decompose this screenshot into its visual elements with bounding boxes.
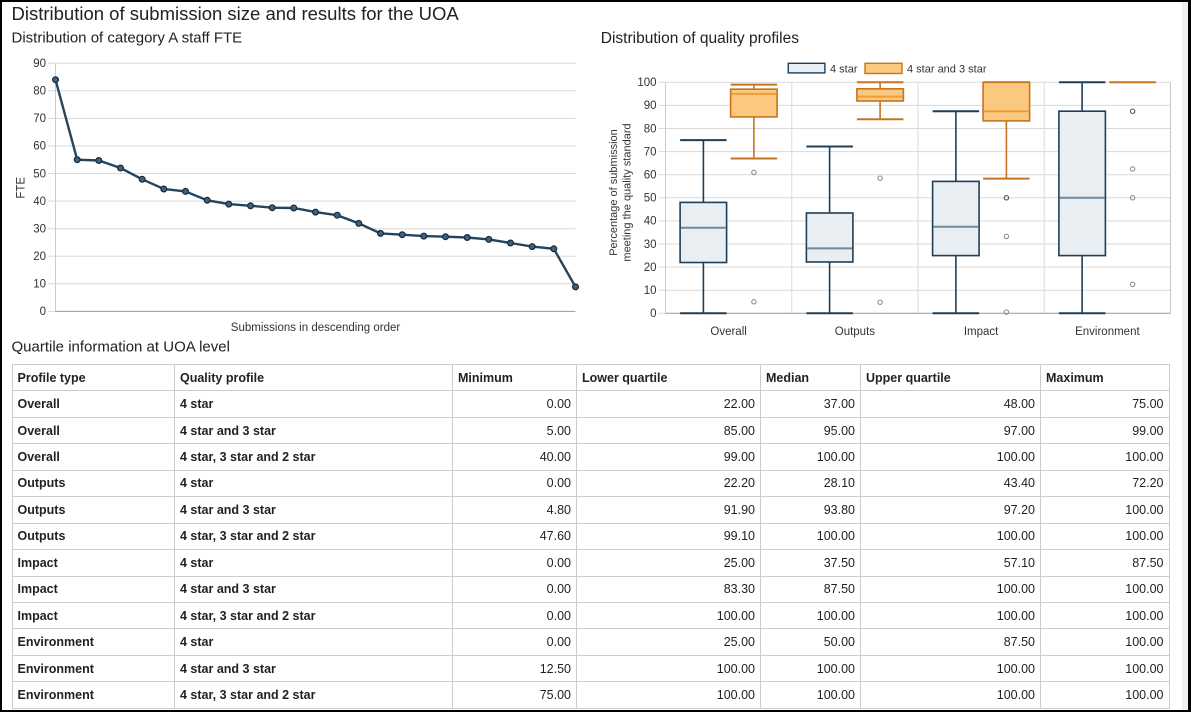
svg-text:100: 100 [637,77,656,89]
svg-text:10: 10 [33,279,46,291]
svg-text:Distribution of category A sta: Distribution of category A staff FTE [12,30,243,47]
svg-text:Percentage of submission: Percentage of submission [608,129,620,256]
svg-text:0: 0 [650,308,656,320]
svg-text:4 star: 4 star [830,63,858,75]
svg-text:60: 60 [644,170,657,182]
svg-text:30: 30 [644,239,657,251]
svg-text:FTE: FTE [15,177,27,199]
svg-text:Quartile information at UOA le: Quartile information at UOA level [12,339,230,356]
svg-text:40: 40 [33,196,46,208]
svg-text:90: 90 [644,100,657,112]
svg-text:meeting the quality standard: meeting the quality standard [622,123,634,261]
svg-text:20: 20 [33,251,46,263]
svg-text:60: 60 [33,141,46,153]
svg-text:90: 90 [33,58,46,70]
svg-text:Submissions in descending orde: Submissions in descending order [231,322,401,334]
svg-text:0: 0 [40,306,46,318]
svg-text:80: 80 [33,86,46,98]
svg-text:Environment: Environment [1075,326,1140,338]
svg-text:30: 30 [33,224,46,236]
svg-text:10: 10 [644,285,657,297]
svg-text:80: 80 [644,123,657,135]
svg-text:50: 50 [644,193,657,205]
svg-text:70: 70 [33,113,46,125]
svg-text:4 star and 3 star: 4 star and 3 star [907,63,987,75]
svg-text:40: 40 [644,216,657,228]
svg-text:50: 50 [33,168,46,180]
svg-text:Distribution of quality profil: Distribution of quality profiles [601,30,799,47]
svg-text:Impact: Impact [964,326,999,338]
svg-text:20: 20 [644,262,657,274]
svg-text:70: 70 [644,146,657,158]
svg-text:Overall: Overall [710,326,746,338]
svg-text:Outputs: Outputs [835,326,876,338]
